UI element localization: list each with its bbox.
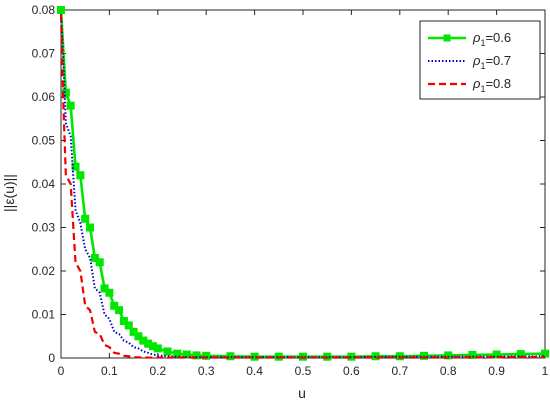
data-point xyxy=(226,352,235,361)
data-point xyxy=(492,350,501,359)
legend-label: ρ1=0.6 xyxy=(472,30,511,48)
y-tick-label: 0.02 xyxy=(32,264,56,278)
x-tick-label: 0.6 xyxy=(343,364,360,378)
data-point xyxy=(202,351,211,360)
data-point xyxy=(124,321,133,330)
data-point xyxy=(110,301,119,310)
legend-label: ρ1=0.8 xyxy=(472,76,511,94)
y-tick-label: 0.01 xyxy=(32,308,56,322)
data-point xyxy=(76,171,85,180)
data-point xyxy=(468,350,477,359)
x-tick-label: 1 xyxy=(542,364,549,378)
data-point xyxy=(115,306,124,315)
data-point xyxy=(86,223,95,232)
legend-label: ρ1=0.7 xyxy=(472,53,511,71)
data-point xyxy=(173,349,182,358)
series-line xyxy=(60,14,546,359)
legend-box xyxy=(419,20,541,100)
x-tick-label: 0 xyxy=(58,364,65,378)
data-point xyxy=(153,344,162,353)
x-tick-label: 0.3 xyxy=(198,364,215,378)
data-point xyxy=(192,351,201,360)
tick-labels: 0 0.1 0.2 0.3 0.4 0.5 0.6 0.7 0.8 0.9 1 0 0.01 0.02 0.… xyxy=(32,3,549,378)
x-tick-label: 0.9 xyxy=(488,364,505,378)
y-tick-label: 0.07 xyxy=(32,47,56,61)
data-point xyxy=(105,288,114,297)
data-point xyxy=(182,350,191,359)
y-tick-label: 0.08 xyxy=(32,3,56,17)
x-tick-label: 0.4 xyxy=(246,364,263,378)
data-point xyxy=(57,6,65,14)
data-point xyxy=(66,101,75,110)
x-tick-label: 0.8 xyxy=(440,364,457,378)
x-tick-label: 0.5 xyxy=(295,364,312,378)
data-point xyxy=(444,351,453,360)
y-tick-label: 0.04 xyxy=(32,177,56,191)
x-tick-label: 0.7 xyxy=(391,364,408,378)
x-axis-label: u xyxy=(298,385,306,401)
data-point xyxy=(95,258,104,267)
y-tick-label: 0.03 xyxy=(32,221,56,235)
y-axis-label: ||ε(u)|| xyxy=(1,174,17,212)
x-tick-label: 0.2 xyxy=(149,364,166,378)
y-tick-label: 0.05 xyxy=(32,134,56,148)
y-tick-label: 0 xyxy=(48,351,55,365)
legend: ρ1=0.6 ρ1=0.7 ρ1=0.8 xyxy=(419,20,541,100)
series-line xyxy=(59,14,545,359)
series-group xyxy=(57,6,549,361)
data-point xyxy=(163,347,172,356)
data-point xyxy=(90,253,99,262)
series-2 xyxy=(60,14,546,359)
data-point xyxy=(71,162,80,171)
legend-swatch-marker xyxy=(443,34,451,42)
x-tick-label: 0.1 xyxy=(101,364,118,378)
data-point xyxy=(100,284,109,293)
y-tick-label: 0.06 xyxy=(32,90,56,104)
series-3 xyxy=(59,14,545,359)
data-point xyxy=(81,214,90,223)
data-point xyxy=(134,332,143,341)
data-point xyxy=(129,327,138,336)
data-point xyxy=(119,317,128,326)
